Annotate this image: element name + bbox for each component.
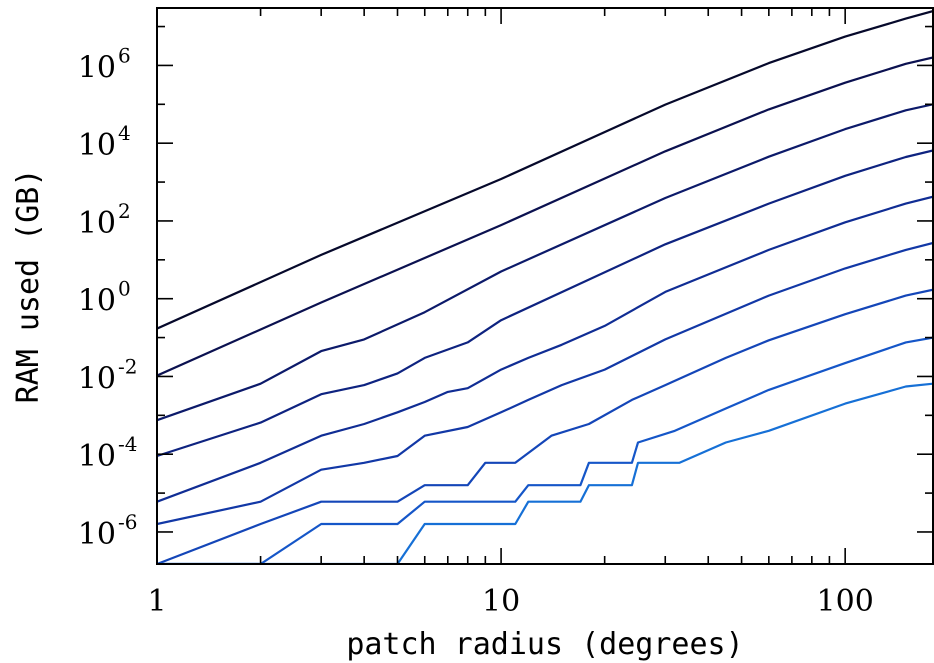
axes-layer xyxy=(156,7,934,565)
series-line-5 xyxy=(157,195,933,503)
series-line-3 xyxy=(157,103,933,422)
y-tick-exponent-6: 4 xyxy=(118,121,131,145)
y-axis-title: RAM used (GB) xyxy=(11,169,46,404)
x-tick-label-2: 10 xyxy=(482,584,520,619)
y-tick-label-6: 10 xyxy=(78,128,116,163)
series-line-6 xyxy=(157,241,933,526)
y-tick-exponent-3: -2 xyxy=(118,354,137,378)
series-layer xyxy=(157,10,933,564)
y-tick-exponent-5: 2 xyxy=(118,199,131,223)
y-tick-label-5: 10 xyxy=(78,206,116,241)
y-tick-label-3: 10 xyxy=(78,361,116,396)
y-tick-exponent-7: 6 xyxy=(118,43,131,67)
plot-frame xyxy=(156,7,934,565)
series-line-8 xyxy=(157,336,933,564)
series-line-2 xyxy=(157,56,933,377)
y-tick-exponent-2: -4 xyxy=(118,432,137,456)
x-tick-label-3: 100 xyxy=(817,584,874,619)
x-axis-title: patch radius (degrees) xyxy=(346,627,743,662)
y-tick-label-4: 10 xyxy=(78,284,116,319)
series-line-9 xyxy=(157,382,933,564)
x-tick-label-1: 1 xyxy=(147,584,166,619)
y-tick-label-1: 10 xyxy=(78,517,116,552)
series-line-4 xyxy=(157,149,933,458)
series-line-7 xyxy=(157,288,933,564)
y-tick-label-7: 10 xyxy=(78,50,116,85)
series-line-1 xyxy=(157,10,933,330)
y-tick-exponent-1: -6 xyxy=(118,510,137,534)
y-tick-label-2: 10 xyxy=(78,439,116,474)
y-tick-exponent-4: 0 xyxy=(118,277,131,301)
